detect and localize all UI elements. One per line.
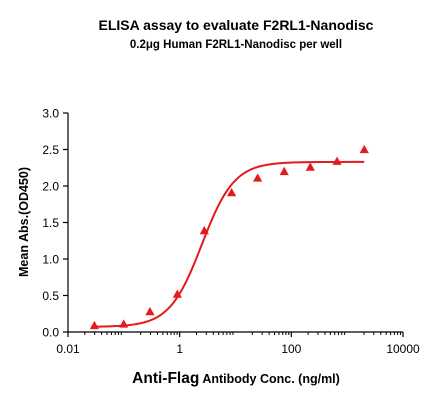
y-tick-label: 3.0 [42,107,59,121]
data-point-marker [359,144,369,154]
data-point-marker [119,319,129,328]
x-tick-label: 0.01 [56,342,80,356]
x-tick-label: 1 [176,342,183,356]
plot-area: 0.0 0.5 1.0 1.5 2.0 2.5 3.0 0.01 1 100 10000 [42,107,420,357]
y-tick-label: 2.5 [42,143,59,157]
data-point-marker [172,289,182,298]
y-tick-label: 1.5 [42,216,59,230]
data-point-marker [227,187,237,197]
data-point-marker [199,225,209,235]
data-point-marker [332,156,342,165]
y-tick-label: 2.0 [42,180,59,194]
x-tick-label: 10000 [386,342,420,356]
data-point-marker [253,173,263,182]
y-tick-label: 1.0 [42,253,59,267]
y-tick-label: 0.0 [42,326,59,340]
x-axis-label: Anti-Flag Antibody Conc. (ng/ml) [132,370,340,387]
chart-title: ELISA assay to evaluate F2RL1-Nanodisc [99,17,374,33]
x-axis-label-main: Anti-Flag [132,370,199,387]
data-point-marker [145,306,155,316]
fit-curve [94,160,365,328]
y-axis-label: Mean Abs.(OD450) [17,167,31,277]
x-tick-label: 100 [281,342,301,356]
y-tick-label: 0.5 [42,289,59,303]
chart-subtitle: 0.2μg Human F2RL1-Nanodisc per well [130,39,342,51]
data-point-marker [305,162,315,171]
data-point-marker [89,320,99,330]
x-axis-label-rest: Antibody Conc. (ng/ml) [199,372,340,386]
data-point-marker [279,166,289,176]
